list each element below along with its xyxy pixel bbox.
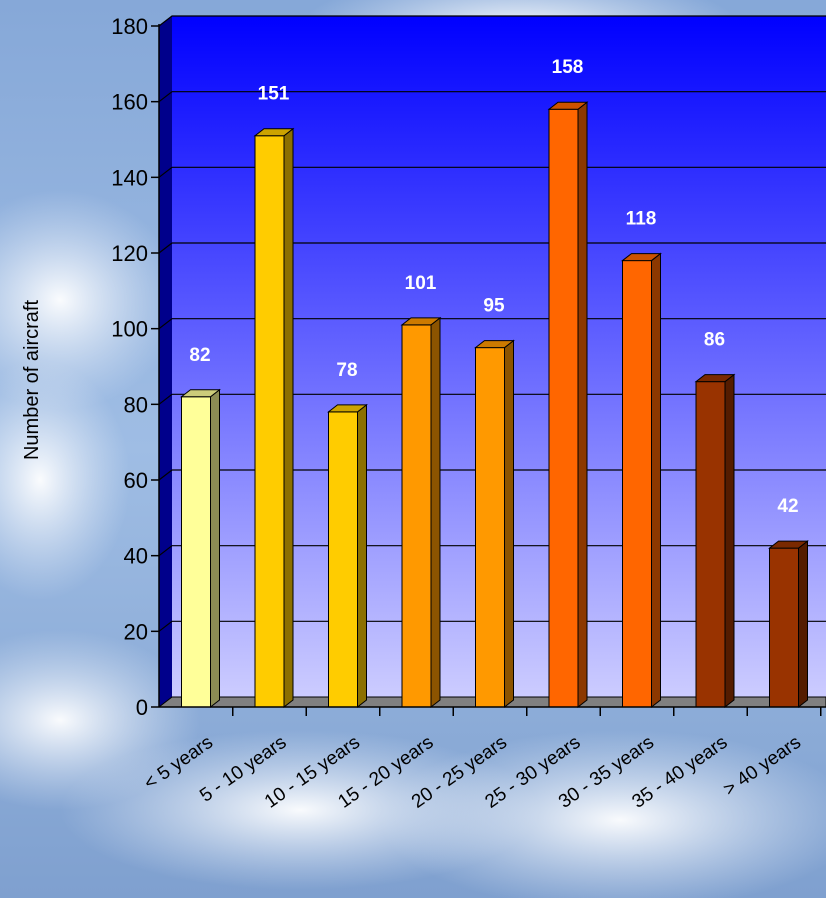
data-label: 158 [552, 57, 584, 78]
bar [547, 101, 589, 709]
data-label: 42 [777, 496, 798, 517]
bar [474, 339, 515, 709]
data-label: 78 [336, 360, 357, 381]
data-label: 82 [189, 345, 210, 366]
data-label: 86 [704, 330, 725, 351]
bar [768, 540, 809, 709]
bar [621, 252, 662, 709]
y-tick-label: 180 [111, 14, 148, 39]
bar [327, 403, 368, 709]
gridline [158, 166, 826, 178]
bars [180, 101, 809, 709]
data-label: 101 [405, 273, 437, 294]
y-tick-label: 100 [111, 317, 148, 342]
gridline [158, 242, 826, 254]
y-tick-label: 160 [111, 90, 148, 115]
side-wall [159, 16, 172, 707]
y-tick-label: 0 [136, 695, 148, 720]
bar [253, 127, 295, 709]
data-label: 95 [483, 296, 505, 317]
bar [400, 316, 442, 709]
y-tick-label: 60 [124, 468, 148, 493]
gridline [158, 393, 826, 405]
data-label: 151 [258, 84, 290, 105]
y-tick-label: 140 [111, 165, 148, 190]
data-label: 118 [626, 209, 657, 230]
gridline [158, 545, 826, 557]
y-tick-label: 40 [124, 544, 148, 569]
bar [180, 388, 221, 709]
y-axis-title: Number of aircraft [21, 300, 43, 460]
y-tick-label: 20 [124, 619, 148, 644]
gridline [158, 469, 826, 481]
gridlines [158, 15, 826, 632]
gridline [158, 318, 826, 330]
y-tick-label: 120 [111, 241, 148, 266]
gridline [158, 91, 826, 103]
data-labels: 82 151 78 101 95 158 118 86 42 [189, 57, 798, 517]
bar [694, 373, 736, 709]
gridline [158, 620, 826, 632]
y-tick-label: 80 [124, 392, 148, 417]
gridline [158, 15, 826, 27]
